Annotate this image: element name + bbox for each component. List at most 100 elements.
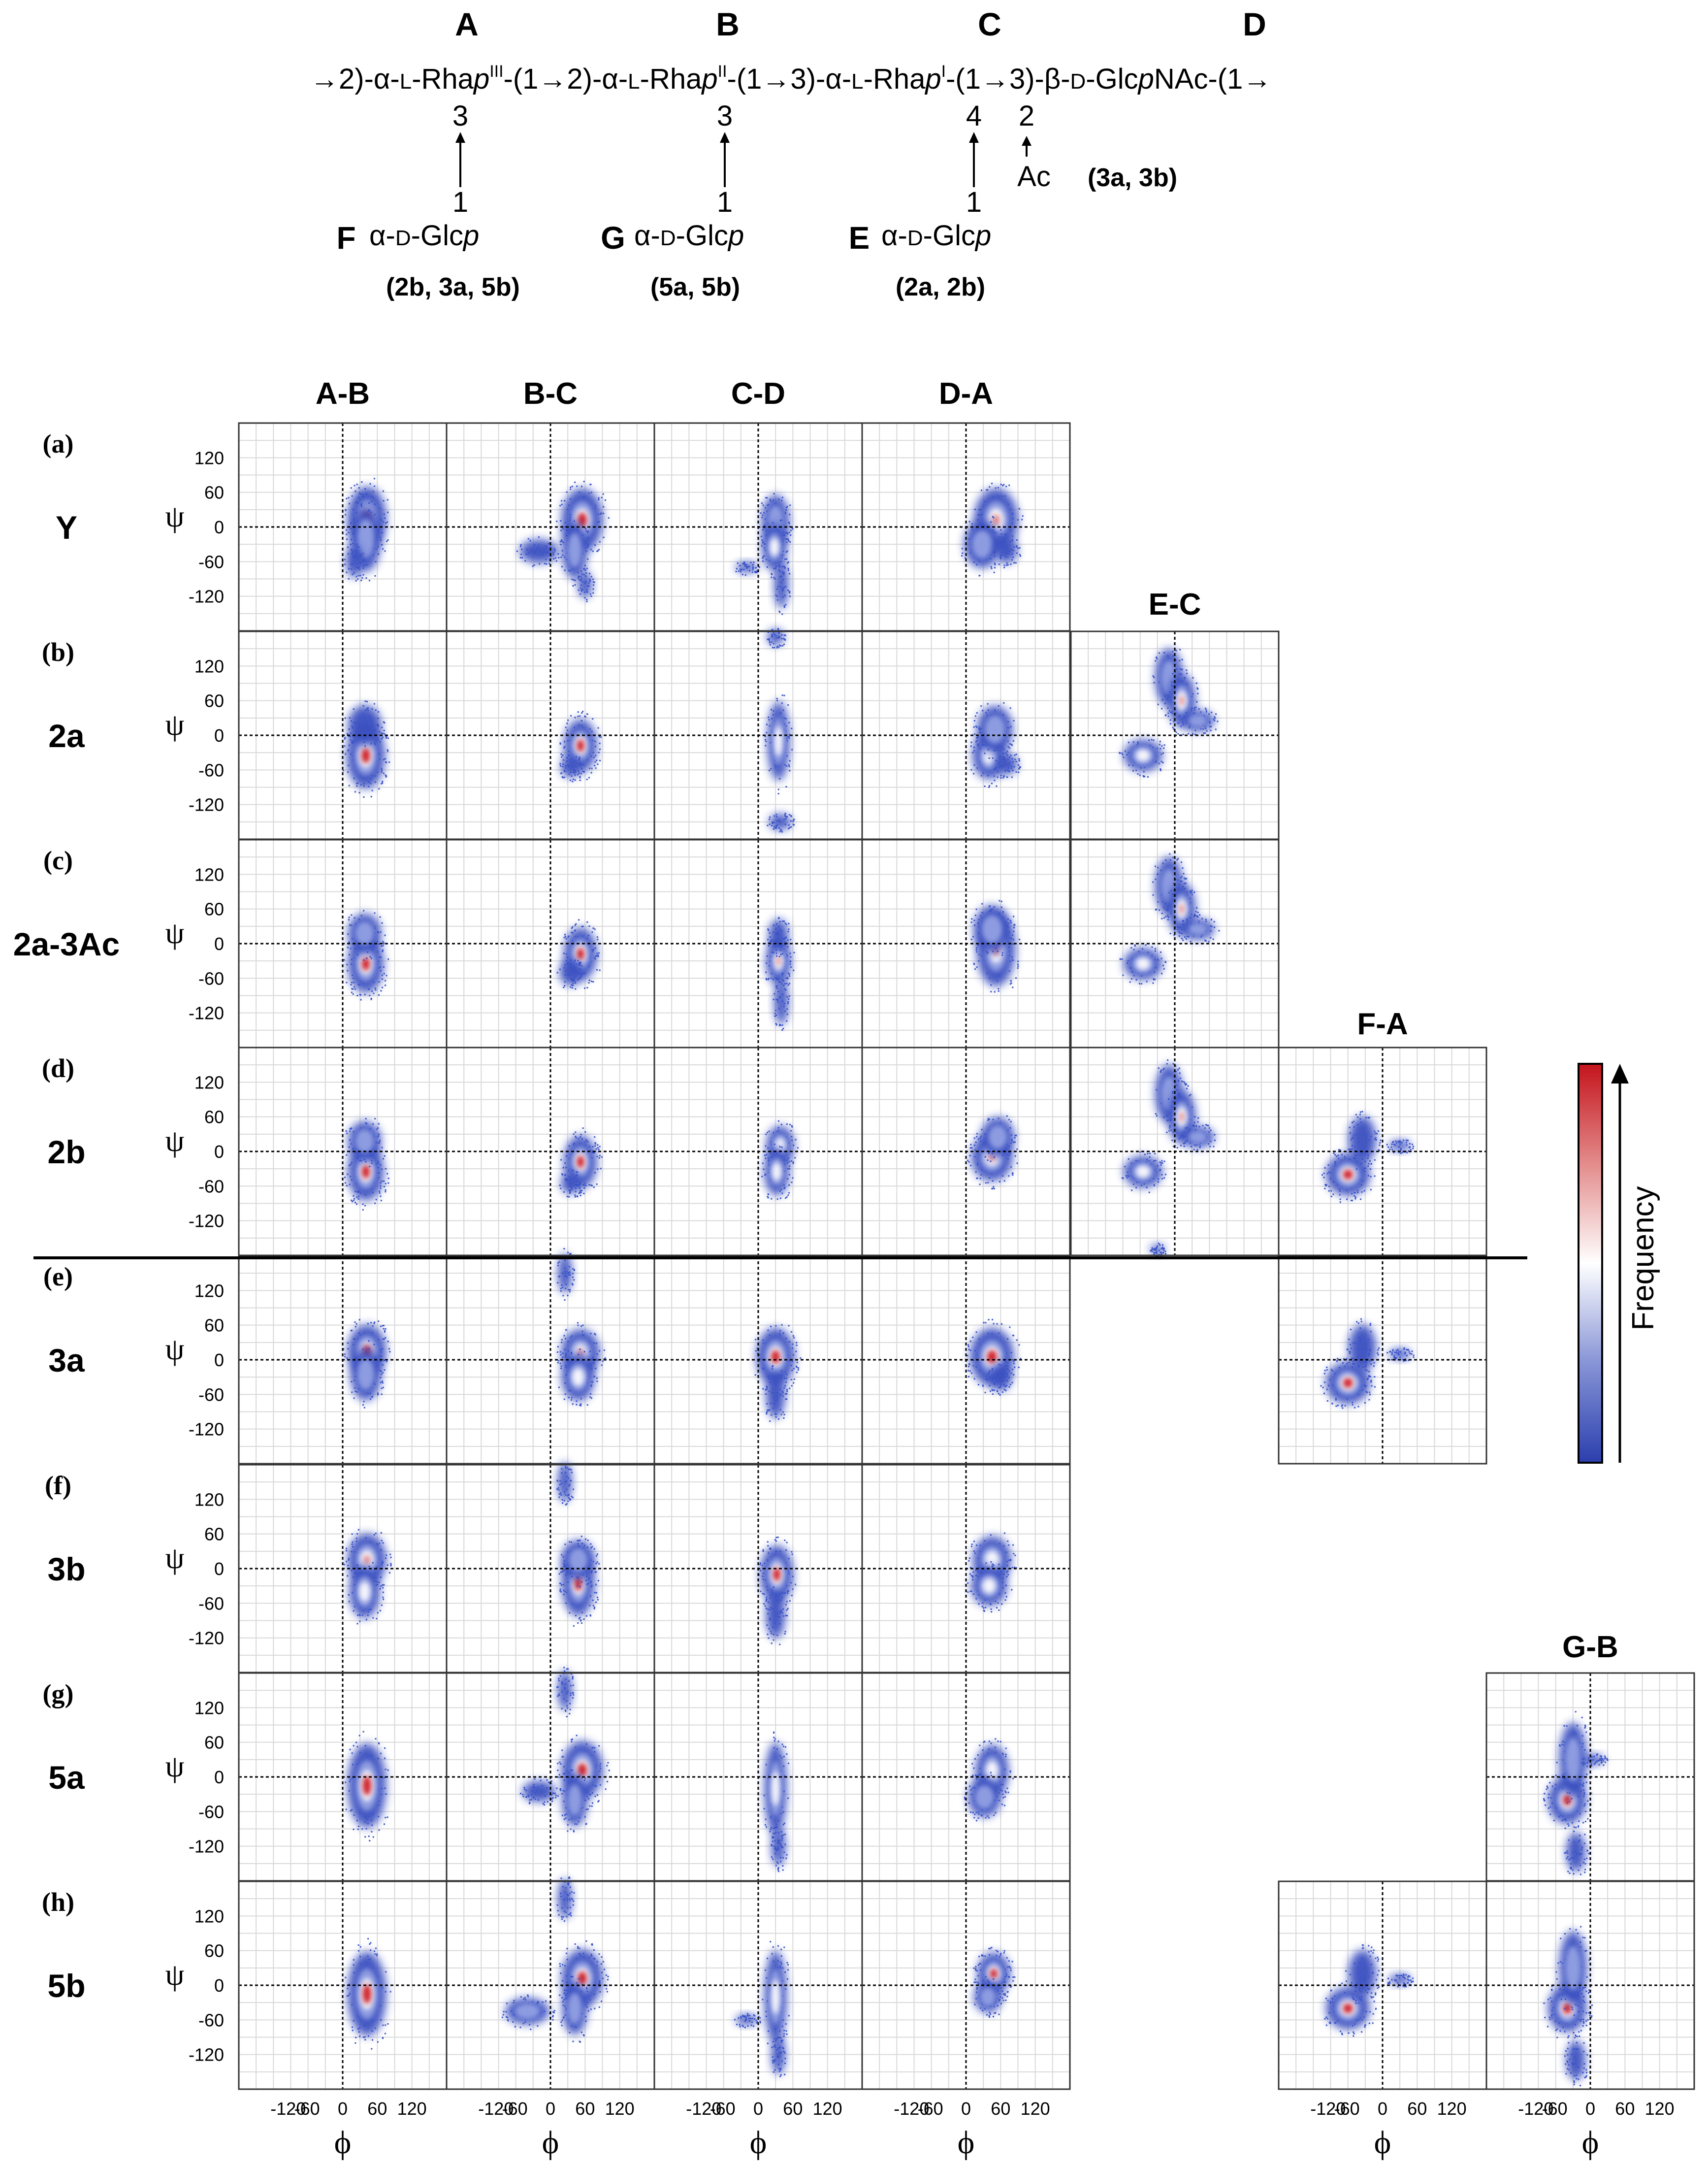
density-speck [1185,938,1187,940]
density-speck [1167,694,1169,696]
density-speck [346,1154,348,1156]
density-speck [788,1184,790,1186]
density-speck [1209,726,1211,728]
density-speck [362,713,364,715]
density-speck [1363,1133,1365,1135]
density-speck [975,741,977,743]
density-speck [561,1284,563,1286]
density-speck [586,986,588,988]
density-speck [786,1123,788,1125]
residue-letter-c: C [978,6,1001,42]
density-speck [355,576,357,578]
density-speck [586,1141,588,1143]
density-speck [773,931,774,933]
density-blob-mid [355,921,374,945]
density-speck [1369,1160,1371,1162]
density-speck [366,493,368,495]
density-speck [993,1188,995,1190]
density-speck [773,825,775,827]
density-speck [353,518,355,520]
density-speck [368,509,370,511]
density-speck [381,783,383,785]
density-speck [771,573,773,575]
density-speck [767,1131,769,1133]
density-speck [365,710,367,712]
density-speck [1204,732,1206,734]
density-speck [374,742,376,744]
density-speck [588,982,590,984]
density-speck [784,813,786,815]
density-speck [373,1134,375,1136]
density-speck [769,960,771,962]
density-speck [1124,750,1126,752]
density-speck [1339,1190,1341,1192]
density-speck [996,785,998,787]
density-speck [357,496,359,498]
density-speck [579,492,580,493]
density-speck [989,906,991,908]
density-speck [773,710,774,712]
density-speck [1205,709,1207,711]
density-speck [1210,919,1212,920]
density-speck [1194,1116,1196,1118]
density-speck [783,728,785,730]
density-speck [603,536,605,538]
density-speck [1206,1124,1208,1126]
density-speck [565,1365,567,1367]
density-speck [772,628,773,630]
density-speck [1364,1167,1366,1169]
density-speck [560,1159,562,1161]
density-speck [1376,1133,1378,1135]
density-speck [986,744,988,746]
density-speck [980,526,982,528]
density-speck [781,1024,783,1026]
density-speck [354,1136,356,1138]
density-speck [1152,982,1154,984]
density-speck [1211,711,1213,713]
density-speck [1359,1114,1361,1116]
density-speck [1019,939,1021,941]
density-speck [986,952,988,954]
density-speck [1009,509,1011,511]
density-speck [764,739,766,741]
density-speck [383,513,385,515]
density-speck [745,564,747,566]
density-speck [566,1180,568,1182]
density-speck [775,594,777,596]
density-speck [990,1150,992,1152]
density-speck [581,767,583,769]
density-speck [367,732,369,734]
density-speck [594,958,596,960]
density-speck [1344,1158,1346,1160]
density-speck [1152,894,1154,896]
density-speck [519,557,521,558]
density-speck [1153,978,1155,980]
density-speck [793,1382,795,1384]
density-speck [1187,1127,1189,1129]
density-speck [589,1396,591,1398]
density-speck [594,1142,596,1144]
density-speck [769,936,771,938]
density-speck [576,1184,578,1186]
density-speck [355,1357,357,1359]
density-speck [999,767,1000,769]
density-speck [1160,1169,1161,1171]
density-speck [1208,1143,1210,1145]
density-speck [784,513,786,515]
density-speck [973,561,975,563]
density-speck [1000,484,1002,486]
density-speck [1011,956,1013,958]
density-speck [588,966,590,968]
density-speck [1370,1163,1372,1165]
density-speck [580,1325,582,1327]
density-speck [788,523,790,525]
density-speck [981,1169,983,1171]
density-speck [580,584,582,586]
density-speck [786,816,788,818]
density-speck [1193,915,1195,917]
density-speck [792,1177,794,1179]
density-speck [594,1333,596,1335]
density-speck [1153,1251,1155,1253]
density-speck [567,1272,569,1274]
density-speck [588,1170,590,1172]
